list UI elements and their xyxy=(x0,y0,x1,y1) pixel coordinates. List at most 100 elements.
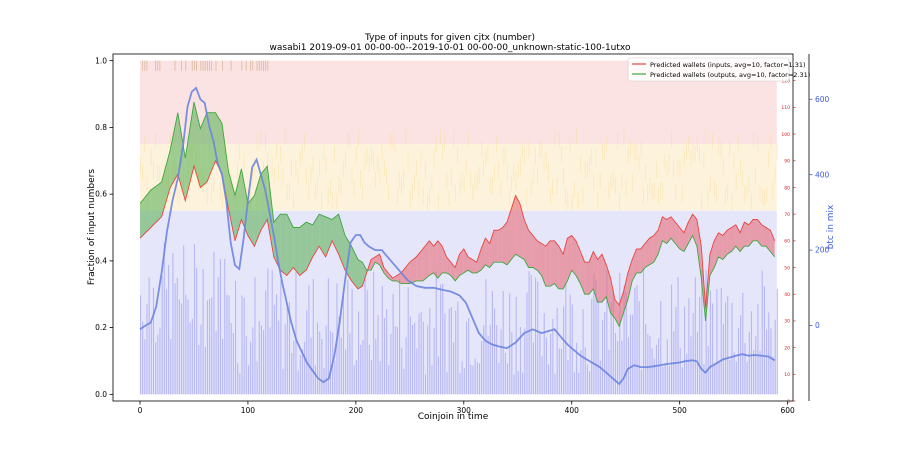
difference-segment xyxy=(744,222,749,247)
mid-stripe xyxy=(742,170,744,188)
mid-stripe xyxy=(429,187,431,205)
mid-stripe xyxy=(252,168,254,186)
wallets-tick-label: 80 xyxy=(784,185,790,191)
bar-stripe xyxy=(599,360,601,395)
mid-stripe xyxy=(155,131,156,149)
bar-stripe xyxy=(181,303,183,395)
mid-stripe xyxy=(558,130,560,148)
mid-stripe xyxy=(614,177,616,195)
mid-stripe xyxy=(444,133,446,150)
mid-stripe xyxy=(256,134,258,151)
bar-stripe xyxy=(455,310,457,395)
difference-segment xyxy=(498,227,503,263)
bar-stripe xyxy=(329,331,332,395)
bar-stripe xyxy=(360,344,362,395)
bar-stripe xyxy=(593,272,595,395)
mid-stripe xyxy=(673,160,674,178)
top-stripe xyxy=(245,60,247,71)
mid-stripe xyxy=(461,172,463,190)
y-axis: 0.0 0.2 0.4 0.6 0.8 1.0 xyxy=(95,56,113,399)
difference-segment xyxy=(766,227,771,252)
bar-stripe xyxy=(733,352,735,395)
bar-stripe xyxy=(578,372,580,395)
bar-stripe xyxy=(375,338,377,395)
mid-stripe xyxy=(446,173,448,191)
mid-stripe xyxy=(139,156,141,174)
mid-stripe xyxy=(453,130,454,148)
difference-segment xyxy=(567,235,572,281)
top-stripe xyxy=(144,60,146,71)
mid-stripe xyxy=(383,158,385,176)
mid-stripe xyxy=(243,151,245,169)
mid-stripe xyxy=(295,159,297,177)
bar-stripe xyxy=(729,360,731,395)
bar-stripe xyxy=(725,302,727,395)
difference-segment xyxy=(688,214,693,244)
bar-stripe xyxy=(558,348,560,395)
mid-stripe xyxy=(554,128,556,146)
mid-stripe xyxy=(411,183,413,201)
top-stripe xyxy=(256,60,258,71)
mid-stripe xyxy=(750,193,752,211)
difference-segment xyxy=(740,222,745,252)
mid-stripe xyxy=(142,164,143,182)
mid-stripe xyxy=(304,133,305,151)
mid-stripe xyxy=(770,132,772,150)
difference-segment xyxy=(247,195,255,247)
difference-segment xyxy=(433,240,438,279)
mid-stripe xyxy=(327,187,329,204)
bar-stripe xyxy=(714,363,716,395)
mid-stripe xyxy=(571,193,573,211)
mid-stripe xyxy=(282,169,284,187)
y-tick-label: 0.0 xyxy=(95,390,107,399)
bar-stripe xyxy=(183,245,185,395)
bar-stripe xyxy=(435,271,437,395)
mid-stripe xyxy=(375,171,377,189)
bar-stripe xyxy=(720,288,722,395)
bar-stripe xyxy=(483,325,485,395)
mid-stripe xyxy=(655,161,657,179)
mid-stripe xyxy=(349,131,351,148)
mid-stripe xyxy=(146,175,148,192)
difference-segment xyxy=(494,230,499,263)
bar-stripe xyxy=(701,269,703,395)
top-stripe xyxy=(267,60,269,71)
bar-stripe xyxy=(565,284,567,395)
bar-stripe xyxy=(768,312,770,395)
wallets-tick-label: 100 xyxy=(781,132,790,138)
difference-segment xyxy=(515,195,520,257)
mid-stripe xyxy=(498,161,500,178)
mid-stripe xyxy=(519,157,521,175)
mid-stripe xyxy=(293,192,295,210)
bar-stripe xyxy=(718,361,720,395)
mid-stripe xyxy=(630,139,631,157)
mid-stripe xyxy=(502,147,504,165)
mid-stripe xyxy=(753,131,754,148)
mid-stripe xyxy=(278,164,279,182)
bar-stripe xyxy=(569,294,571,395)
mid-stripe xyxy=(746,182,748,199)
btc-tick-label: 200 xyxy=(815,246,830,255)
difference-segment xyxy=(325,216,333,257)
top-stripe xyxy=(206,60,208,71)
bar-stripe xyxy=(554,373,556,395)
bar-stripe xyxy=(219,258,221,395)
y-axis-label: Fraction of input numbers xyxy=(87,169,97,285)
bar-stripe xyxy=(204,346,206,395)
difference-segment xyxy=(416,248,423,281)
mid-stripe xyxy=(338,175,340,193)
bar-stripe xyxy=(617,341,619,395)
mid-stripe xyxy=(308,182,310,199)
bar-stripe xyxy=(217,277,219,395)
mid-stripe xyxy=(707,190,709,207)
difference-segment xyxy=(222,123,229,209)
difference-segment xyxy=(519,203,525,260)
bar-stripe xyxy=(161,275,163,395)
bar-stripe xyxy=(345,349,347,395)
bar-stripe xyxy=(746,361,748,395)
top-stripe xyxy=(258,60,260,71)
bar-stripe xyxy=(530,274,532,395)
mid-stripe xyxy=(573,181,575,199)
bar-stripe xyxy=(409,316,411,395)
mid-stripe xyxy=(725,187,726,205)
